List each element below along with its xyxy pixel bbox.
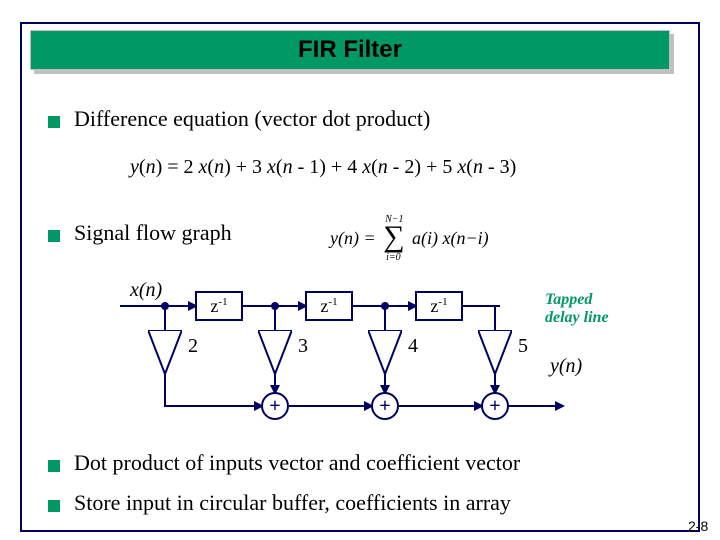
bullet-square-icon (48, 116, 60, 128)
xn-label: x(n) (130, 279, 162, 302)
vline (164, 306, 166, 330)
yn-label: y(n) (550, 355, 582, 378)
bullet-square-icon (48, 230, 60, 242)
bullet-4-text: Store input in circular buffer, coeffici… (74, 490, 511, 516)
gain-4: 5 (518, 335, 528, 358)
gain-triangle-4 (478, 330, 512, 374)
bullet-1: Difference equation (vector dot product) (48, 106, 430, 132)
gain-3: 4 (408, 335, 418, 358)
vline (274, 306, 276, 330)
summation-formula: y(n) = N−1 ∑ i=0 a(i) x(n−i) (330, 228, 489, 251)
formula-lhs: y(n) = (330, 228, 380, 248)
sum-lower: i=0 (386, 252, 401, 263)
slide-title: FIR Filter (298, 36, 402, 64)
vline (164, 374, 166, 406)
delay-box-3: z-1 (415, 291, 463, 321)
bot-rail-3 (399, 405, 477, 407)
page-number: 2-8 (688, 518, 708, 534)
bullet-4: Store input in circular buffer, coeffici… (48, 490, 511, 516)
summer-1: + (261, 392, 289, 420)
gain-1: 2 (188, 335, 198, 358)
bot-rail-1 (164, 405, 256, 407)
bullet-3: Dot product of inputs vector and coeffic… (48, 450, 520, 476)
sigma-box: N−1 ∑ i=0 (383, 228, 404, 251)
bullet-2-text: Signal flow graph (74, 220, 232, 246)
gain-triangle-1 (148, 330, 182, 374)
tapped-delay-label: Tapped delay line (545, 291, 609, 326)
difference-equation: y(n) = 2 x(n) + 3 x(n - 1) + 4 x(n - 2) … (130, 156, 516, 179)
formula-rhs: a(i) x(n−i) (412, 228, 489, 248)
gain-triangle-2 (258, 330, 292, 374)
delay-box-2: z-1 (305, 291, 353, 321)
delay-box-1: z-1 (195, 291, 243, 321)
gain-triangle-3 (368, 330, 402, 374)
arrow-right-icon (555, 401, 565, 411)
signal-flow-graph: x(n) z-1 z-1 z-1 2 3 4 5 + (110, 285, 640, 435)
summer-3: + (481, 392, 509, 420)
bullet-3-text: Dot product of inputs vector and coeffic… (74, 450, 520, 476)
bot-rail-4 (509, 405, 557, 407)
bullet-1-text: Difference equation (vector dot product) (74, 106, 430, 132)
gain-2: 3 (298, 335, 308, 358)
bot-rail-2 (289, 405, 367, 407)
summer-2: + (371, 392, 399, 420)
sum-upper: N−1 (385, 214, 403, 225)
bullet-square-icon (48, 500, 60, 512)
vline (494, 306, 496, 330)
sigma-icon: ∑ (383, 228, 404, 246)
title-bar: FIR Filter (30, 30, 670, 70)
bullet-2: Signal flow graph (48, 220, 232, 246)
vline (384, 306, 386, 330)
bullet-square-icon (48, 460, 60, 472)
